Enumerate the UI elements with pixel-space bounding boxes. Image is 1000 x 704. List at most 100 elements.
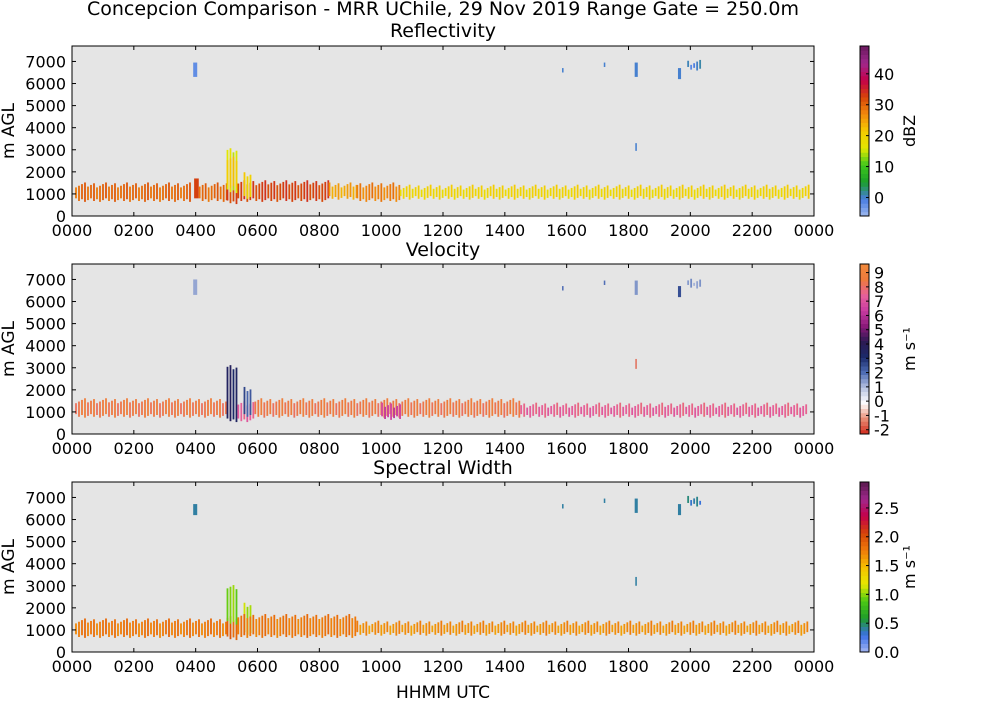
data-segment [353,399,356,418]
data-segment [584,622,587,635]
data-segment [386,621,389,633]
data-segment [338,401,341,418]
data-segment [464,624,467,635]
data-segment [734,620,737,635]
data-segment [756,189,759,198]
data-segment [420,189,423,198]
data-segment [696,187,699,198]
data-segment [352,186,355,200]
data-segment [323,398,326,418]
data-segment [473,625,476,634]
colorbar-band [860,499,869,504]
data-segment [708,187,711,200]
data-segment [222,184,225,202]
data-segment [232,156,235,186]
data-segment [677,68,682,80]
data-segment [254,401,257,415]
data-segment [326,402,329,416]
data-segment [787,402,790,416]
data-segment [609,189,612,197]
data-segment [634,62,638,77]
data-segment [339,618,342,637]
data-segment [168,618,170,637]
y-tick-label: 6000 [25,511,66,530]
data-segment [389,184,392,201]
data-segment [419,403,422,415]
colorbar-label: dBZ [900,115,919,147]
colorbar-band [860,268,869,273]
data-segment [443,624,446,634]
colorbar-band [860,524,869,530]
data-segment [222,403,224,416]
data-segment [132,400,134,416]
data-segment [425,399,428,416]
data-segment [630,189,633,198]
data-segment [273,614,276,636]
data-segment [438,185,441,200]
data-segment [279,617,282,637]
data-segment [576,184,579,198]
x-tick-label: 0600 [237,439,278,458]
data-segment [611,624,614,633]
data-segment [797,620,800,634]
data-segment [689,622,692,635]
data-segment [315,181,318,201]
x-tick-label: 2000 [670,439,711,458]
data-segment [470,621,473,636]
data-segment [96,403,98,416]
data-segment [263,402,266,418]
data-segment [719,623,722,635]
data-segment [186,399,188,416]
data-segment [330,618,333,637]
data-segment [105,182,107,199]
data-segment [75,623,77,635]
data-segment [479,622,482,635]
data-segment [461,620,464,633]
colorbar-band [860,126,869,132]
data-segment [674,624,677,635]
colorbar-label: m s⁻¹ [900,545,919,589]
data-segment [775,403,778,415]
colorbar-band [860,203,869,208]
colorbar-tick-label: 10 [874,158,894,177]
data-segment [229,586,232,624]
data-segment [195,620,197,635]
y-tick-label: 0 [56,643,66,662]
data-segment [414,187,417,197]
colorbar-band [860,109,869,115]
data-segment [159,187,161,202]
data-segment [641,625,644,633]
data-segment [529,405,532,418]
data-segment [536,625,539,633]
data-segment [603,187,606,200]
data-segment [464,401,467,415]
data-segment [395,186,398,202]
data-segment [519,187,522,197]
data-segment [693,282,696,286]
data-segment [542,622,545,634]
data-segment [687,280,690,285]
data-segment [697,405,700,416]
data-segment [368,402,371,418]
colorbar-band [860,50,869,55]
data-segment [671,620,674,633]
data-segment [302,398,305,417]
x-axis-label: HHMM UTC [396,683,490,700]
data-segment [656,623,659,633]
data-segment [365,621,368,636]
data-segment [694,407,697,418]
colorbar-band [860,118,869,123]
data-segment [547,407,550,416]
data-segment [604,405,607,418]
colorbar-band [860,550,869,555]
data-segment [232,183,235,202]
data-segment [755,620,758,636]
data-segment [480,185,483,198]
colorbar-band [860,391,869,397]
y-tick-label: 0 [56,207,66,226]
data-segment [453,188,456,200]
data-segment [510,186,513,198]
colorbar-band [860,503,869,508]
data-segment [627,185,630,199]
colorbar-band [860,541,869,547]
